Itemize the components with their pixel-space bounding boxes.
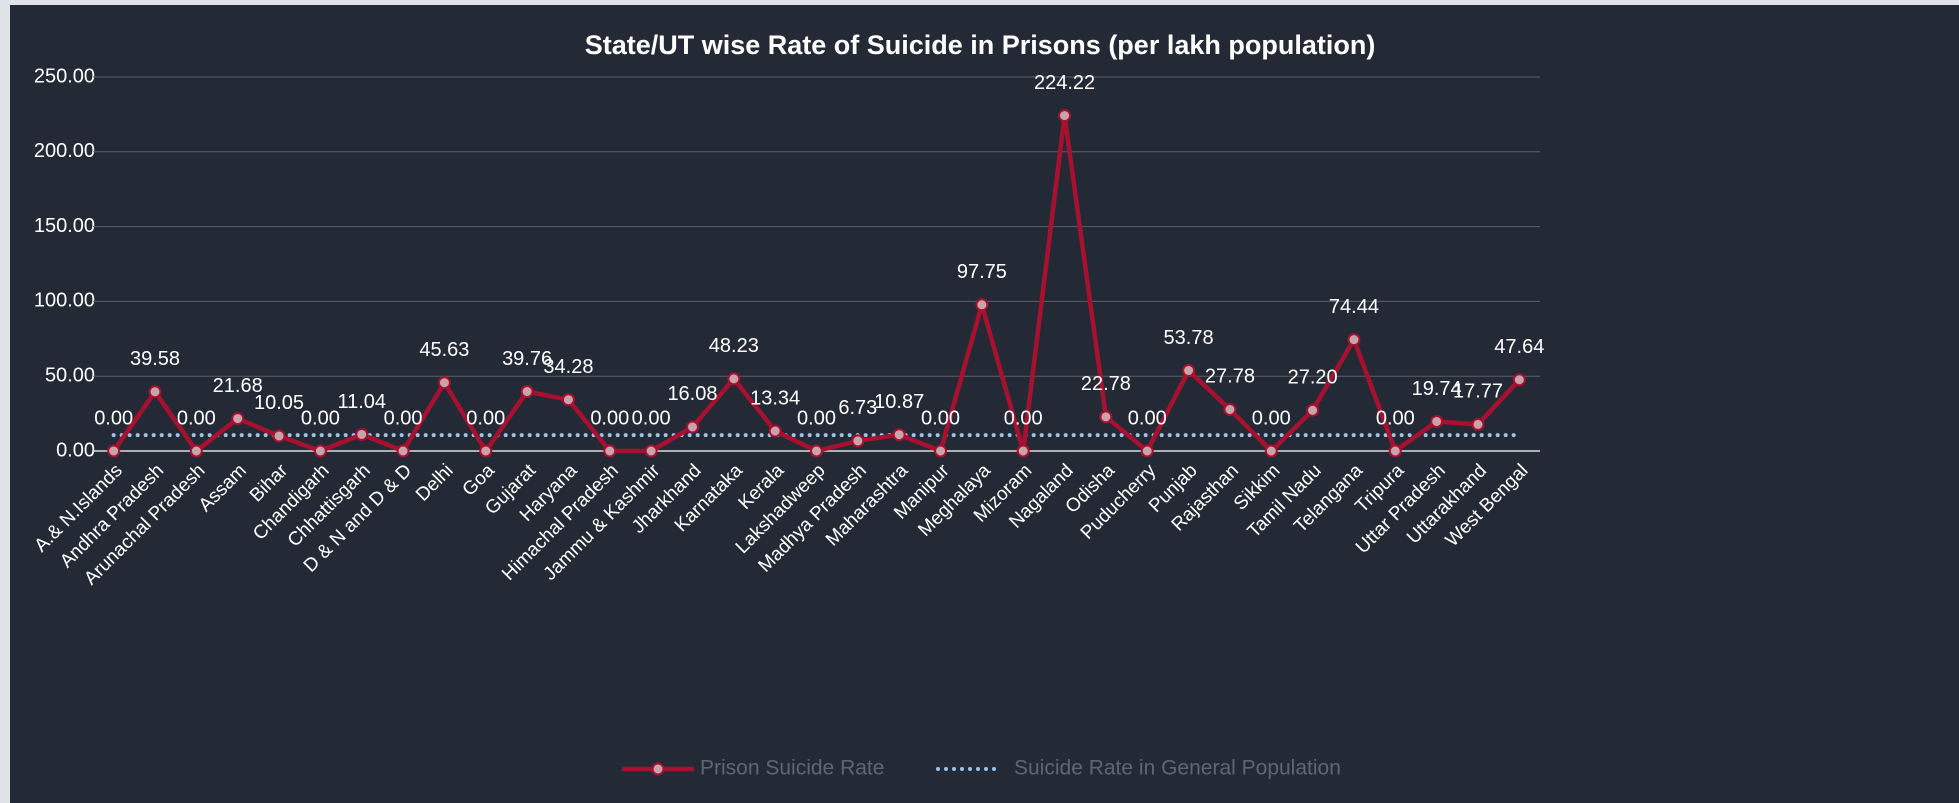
y-tick-label: 250.00 — [34, 65, 95, 87]
series-marker — [1471, 417, 1485, 431]
series-marker — [189, 444, 203, 458]
data-label: 13.34 — [750, 387, 800, 409]
series-marker — [892, 428, 906, 442]
y-tick-label: 0.00 — [56, 439, 95, 461]
series-marker — [1306, 403, 1320, 417]
data-label: 0.00 — [1128, 407, 1167, 429]
series-marker — [1388, 444, 1402, 458]
data-label: 39.58 — [130, 348, 180, 370]
data-label: 27.78 — [1205, 366, 1255, 388]
data-label: 16.08 — [667, 383, 717, 405]
data-label: 0.00 — [384, 407, 423, 429]
series-marker — [231, 412, 245, 426]
series-marker — [1140, 444, 1154, 458]
data-label: 0.00 — [797, 407, 836, 429]
series-marker — [727, 372, 741, 386]
data-label: 74.44 — [1329, 296, 1379, 318]
series-marker — [1347, 333, 1361, 347]
data-label: 6.73 — [838, 397, 877, 419]
series-marker — [685, 420, 699, 434]
series-marker — [644, 444, 658, 458]
series-marker — [479, 444, 493, 458]
data-label: 0.00 — [1252, 407, 1291, 429]
series-marker — [1016, 444, 1030, 458]
data-label: 0.00 — [466, 407, 505, 429]
series-marker — [1182, 364, 1196, 378]
series-marker — [520, 385, 534, 399]
data-label: 0.00 — [921, 407, 960, 429]
series-marker — [810, 444, 823, 458]
data-label: 47.64 — [1494, 336, 1544, 358]
series-marker — [355, 427, 369, 441]
series-marker — [148, 385, 162, 399]
data-label: 17.77 — [1453, 381, 1503, 403]
series-marker — [437, 376, 451, 390]
legend-label: Prison Suicide Rate — [700, 757, 884, 780]
legend-marker — [651, 762, 665, 776]
series-marker — [603, 444, 617, 458]
series-marker — [1099, 410, 1113, 424]
series-marker — [1512, 373, 1526, 387]
series-marker — [851, 434, 865, 448]
data-label: 0.00 — [177, 407, 216, 429]
data-label: 10.05 — [254, 392, 304, 414]
chart-title: State/UT wise Rate of Suicide in Prisons… — [585, 30, 1376, 60]
series-marker — [1430, 414, 1444, 428]
data-label: 0.00 — [632, 407, 671, 429]
data-label: 0.00 — [301, 407, 340, 429]
data-label: 97.75 — [957, 261, 1007, 283]
data-label: 27.20 — [1288, 367, 1338, 389]
data-label: 39.76 — [502, 348, 552, 370]
data-label: 45.63 — [419, 339, 469, 361]
chart-background — [10, 5, 1959, 803]
y-tick-label: 200.00 — [34, 140, 95, 162]
data-label: 0.00 — [94, 407, 133, 429]
y-tick-label: 50.00 — [45, 364, 95, 386]
data-label: 48.23 — [709, 335, 759, 357]
data-label: 0.00 — [1376, 407, 1415, 429]
series-marker — [561, 393, 575, 407]
series-marker — [934, 444, 948, 458]
data-label: 34.28 — [543, 356, 593, 378]
data-label: 0.00 — [590, 407, 629, 429]
data-label: 53.78 — [1164, 327, 1214, 349]
series-marker — [313, 444, 327, 458]
series-marker — [1058, 109, 1072, 123]
data-label: 224.22 — [1034, 72, 1095, 94]
series-marker — [107, 444, 121, 458]
series-marker — [975, 298, 989, 312]
series-marker — [272, 429, 286, 443]
legend-label: Suicide Rate in General Population — [1014, 757, 1341, 780]
series-marker — [1264, 444, 1278, 458]
series-marker — [396, 444, 410, 458]
y-tick-label: 100.00 — [34, 290, 95, 312]
data-label: 10.87 — [874, 391, 924, 413]
data-label: 21.68 — [213, 375, 263, 397]
series-marker — [768, 424, 782, 438]
series-marker — [1223, 402, 1237, 416]
data-label: 22.78 — [1081, 373, 1131, 395]
data-label: 0.00 — [1004, 407, 1043, 429]
data-label: 19.74 — [1412, 378, 1462, 400]
y-tick-label: 150.00 — [34, 215, 95, 237]
data-label: 11.04 — [337, 391, 386, 413]
